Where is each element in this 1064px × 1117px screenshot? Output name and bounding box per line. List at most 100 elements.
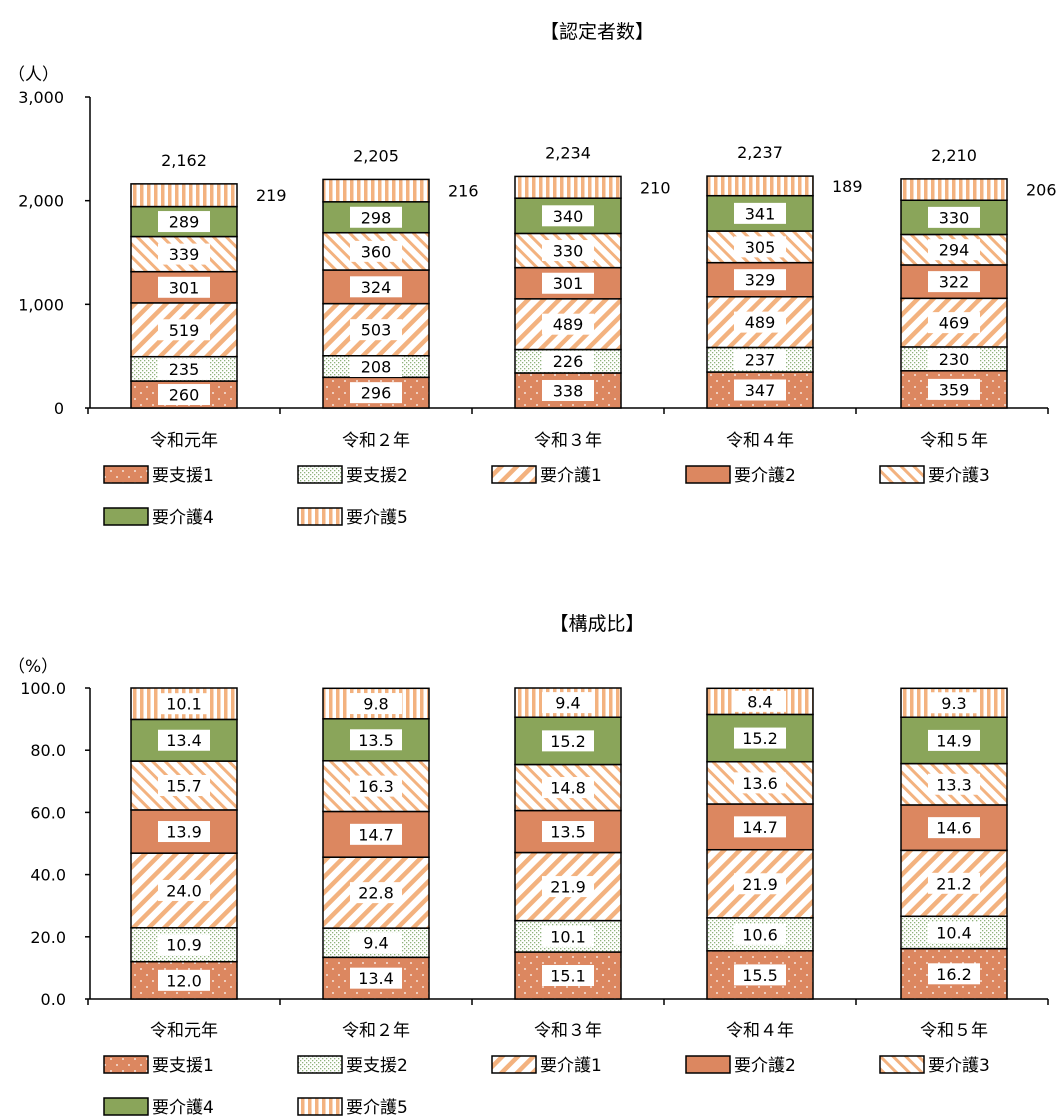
total-label: 2,234 <box>545 143 591 162</box>
data-label: 347 <box>745 381 776 400</box>
data-label: 489 <box>553 315 584 334</box>
data-label: 14.8 <box>550 779 586 798</box>
y-tick-label: 60.0 <box>30 803 66 822</box>
legend-swatch <box>103 465 149 484</box>
data-label: 15.7 <box>166 776 202 795</box>
data-label-box <box>734 964 786 986</box>
data-label: 16.2 <box>936 965 972 984</box>
data-label: 340 <box>553 207 584 226</box>
data-label: 519 <box>169 321 200 340</box>
data-label-box <box>542 965 594 987</box>
legend-swatch <box>879 465 925 484</box>
data-label-box <box>734 816 786 838</box>
data-label: 296 <box>361 384 392 403</box>
total-label: 2,162 <box>161 151 207 170</box>
data-label-box <box>928 206 980 228</box>
data-label-box <box>350 823 402 845</box>
data-label: 338 <box>553 381 584 400</box>
x-category-label: 令和３年 <box>534 431 602 451</box>
chart1: 0 1,000 2,000 3,000 令和元年 令和２年 令和３年 令和４年 令和５年 260 2… <box>18 88 1056 528</box>
data-label-box <box>928 271 980 293</box>
bar-segment <box>322 178 430 203</box>
data-label-box <box>928 872 980 894</box>
data-label-box <box>928 921 980 943</box>
data-label: 301 <box>553 274 584 293</box>
data-label-box <box>542 876 594 898</box>
data-label: 206 <box>1026 181 1057 200</box>
data-label: 294 <box>939 241 970 260</box>
data-label-box <box>542 272 594 294</box>
data-label: 9.8 <box>363 695 388 714</box>
data-label: 13.9 <box>166 823 202 842</box>
x-category-label: 令和４年 <box>726 1021 794 1041</box>
data-label-box <box>542 350 594 372</box>
data-label: 237 <box>745 351 776 370</box>
data-label: 503 <box>361 321 392 340</box>
legend-swatch <box>297 465 343 484</box>
data-label: 341 <box>745 204 776 223</box>
bar-segment <box>900 178 1008 202</box>
data-label: 10.6 <box>742 925 778 944</box>
data-label-box <box>542 240 594 262</box>
data-label-box <box>928 692 980 714</box>
data-label: 15.1 <box>550 967 586 986</box>
data-label: 14.6 <box>936 819 972 838</box>
data-label-box <box>542 777 594 799</box>
data-label-box <box>734 923 786 945</box>
legend-label: 要支援1 <box>152 1056 214 1076</box>
bar-segment <box>706 175 814 197</box>
data-label: 10.4 <box>936 923 972 942</box>
data-label-box <box>734 349 786 371</box>
data-label: 15.2 <box>550 732 586 751</box>
data-label: 15.5 <box>742 966 778 985</box>
total-label: 2,210 <box>931 146 977 165</box>
legend-swatch <box>103 507 149 526</box>
data-label: 189 <box>832 177 863 196</box>
data-label-box <box>928 239 980 261</box>
legend-label: 要介護5 <box>346 508 408 528</box>
total-label: 2,205 <box>353 146 399 165</box>
data-label: 16.3 <box>358 777 394 796</box>
data-label: 13.3 <box>936 775 972 794</box>
data-label: 13.6 <box>742 774 778 793</box>
bar-segment <box>514 175 622 199</box>
data-label: 10.9 <box>166 936 202 955</box>
data-label-box <box>350 693 402 715</box>
y-tick-label: 80.0 <box>30 741 66 760</box>
legend-label: 要介護4 <box>152 1098 214 1117</box>
legend-swatch <box>297 1097 343 1116</box>
x-category-label: 令和元年 <box>150 1021 218 1041</box>
data-label-box <box>158 693 210 715</box>
data-label-box <box>734 202 786 224</box>
legend-swatch <box>491 1055 537 1074</box>
data-label-box <box>158 934 210 956</box>
data-label: 469 <box>939 314 970 333</box>
legend-label: 要支援1 <box>152 466 214 486</box>
data-label-box <box>158 821 210 843</box>
data-label: 14.7 <box>742 818 778 837</box>
data-label: 21.9 <box>742 875 778 894</box>
y-tick-label: 100.0 <box>20 679 66 698</box>
y-tick-label: 0.0 <box>41 990 66 1009</box>
y-tick-label: 1,000 <box>18 295 64 314</box>
y-tick-label: 3,000 <box>18 88 64 107</box>
data-label-box <box>928 817 980 839</box>
data-label: 210 <box>640 178 671 197</box>
data-label: 289 <box>169 213 200 232</box>
legend-label: 要支援2 <box>346 466 408 486</box>
data-label: 301 <box>169 278 200 297</box>
data-label-box <box>542 730 594 752</box>
y-tick-label: 40.0 <box>30 866 66 885</box>
legend-label: 要介護4 <box>152 508 214 528</box>
data-label-box <box>542 313 594 335</box>
data-label-box <box>542 692 594 714</box>
data-label: 14.9 <box>936 731 972 750</box>
data-label-box <box>350 932 402 954</box>
data-label: 230 <box>939 350 970 369</box>
data-label-box <box>734 311 786 333</box>
data-label: 13.4 <box>358 969 394 988</box>
x-category-label: 令和４年 <box>726 431 794 451</box>
data-label-box <box>734 772 786 794</box>
legend-label: 要介護3 <box>928 1056 990 1076</box>
